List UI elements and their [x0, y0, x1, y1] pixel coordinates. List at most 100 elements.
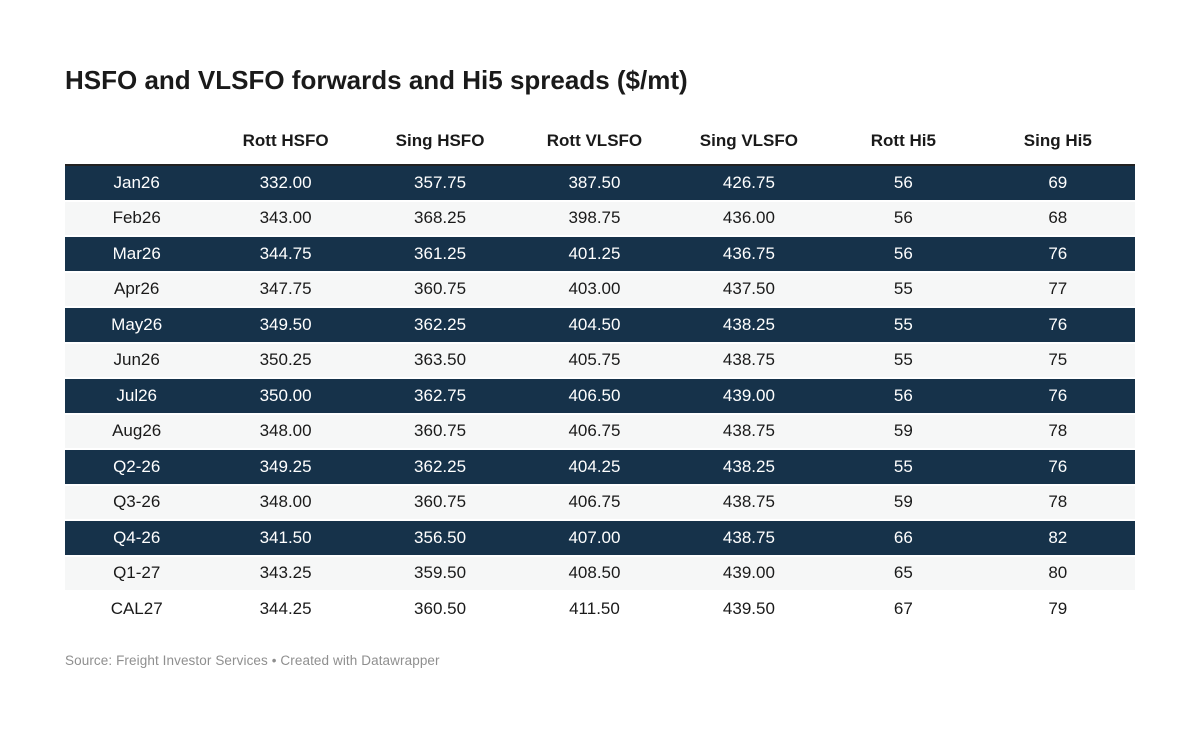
table-cell: 360.75 — [362, 413, 518, 450]
table-cell: 76 — [980, 449, 1135, 486]
row-label-column-header — [65, 118, 209, 166]
table-cell: 343.25 — [208, 555, 363, 592]
table-header-row: Rott HSFO Sing HSFO Rott VLSFO Sing VLSFO Ro… — [65, 118, 1135, 166]
table-cell: 80 — [980, 555, 1135, 592]
table-cell: 55 — [826, 307, 981, 344]
table-cell: 438.75 — [671, 342, 827, 379]
table-cell: 69 — [980, 165, 1135, 202]
row-label: May26 — [65, 307, 209, 344]
table-cell: 67 — [826, 591, 981, 626]
table-cell: 362.75 — [362, 378, 518, 415]
table-cell: 76 — [980, 307, 1135, 344]
column-header: Sing HSFO — [362, 118, 518, 166]
table-cell: 387.50 — [517, 165, 672, 202]
table-cell: 439.00 — [671, 555, 827, 592]
table-cell: 344.25 — [208, 591, 363, 626]
table-cell: 404.25 — [517, 449, 672, 486]
forwards-table: Rott HSFO Sing HSFO Rott VLSFO Sing VLSFO Ro… — [65, 118, 1135, 626]
table-cell: 438.25 — [671, 449, 827, 486]
table-cell: 438.75 — [671, 484, 827, 521]
table-cell: 59 — [826, 484, 981, 521]
table-row: Jun26 350.25 363.50 405.75 438.75 55 75 — [65, 342, 1135, 379]
table-chart-container: HSFO and VLSFO forwards and Hi5 spreads … — [65, 0, 1135, 668]
column-header: Rott VLSFO — [517, 118, 672, 166]
table-cell: 65 — [826, 555, 981, 592]
row-label: CAL27 — [65, 591, 209, 626]
row-label: Aug26 — [65, 413, 209, 450]
table-cell: 78 — [980, 413, 1135, 450]
table-cell: 438.75 — [671, 520, 827, 557]
table-cell: 75 — [980, 342, 1135, 379]
row-label: Q1-27 — [65, 555, 209, 592]
table-cell: 437.50 — [671, 271, 827, 308]
table-row: May26 349.50 362.25 404.50 438.25 55 76 — [65, 307, 1135, 344]
table-cell: 341.50 — [208, 520, 363, 557]
table-cell: 436.75 — [671, 236, 827, 273]
table-cell: 356.50 — [362, 520, 518, 557]
table-cell: 360.50 — [362, 591, 518, 626]
table-cell: 55 — [826, 342, 981, 379]
table-cell: 403.00 — [517, 271, 672, 308]
table-cell: 55 — [826, 271, 981, 308]
table-row: Apr26 347.75 360.75 403.00 437.50 55 77 — [65, 271, 1135, 308]
table-body: Jan26 332.00 357.75 387.50 426.75 56 69 Feb26 34… — [65, 165, 1135, 626]
table-cell: 361.25 — [362, 236, 518, 273]
table-cell: 348.00 — [208, 413, 363, 450]
table-cell: 438.75 — [671, 413, 827, 450]
table-cell: 349.50 — [208, 307, 363, 344]
table-cell: 344.75 — [208, 236, 363, 273]
page-title: HSFO and VLSFO forwards and Hi5 spreads … — [65, 65, 688, 95]
table-cell: 404.50 — [517, 307, 672, 344]
table-cell: 56 — [826, 165, 981, 202]
table-cell: 363.50 — [362, 342, 518, 379]
table-cell: 77 — [980, 271, 1135, 308]
table-cell: 55 — [826, 449, 981, 486]
row-label: Jun26 — [65, 342, 209, 379]
table-cell: 407.00 — [517, 520, 672, 557]
row-label: Jul26 — [65, 378, 209, 415]
table-cell: 350.00 — [208, 378, 363, 415]
table-cell: 362.25 — [362, 449, 518, 486]
table-cell: 357.75 — [362, 165, 518, 202]
table-cell: 405.75 — [517, 342, 672, 379]
table-row: Jul26 350.00 362.75 406.50 439.00 56 76 — [65, 378, 1135, 415]
table-row: Feb26 343.00 368.25 398.75 436.00 56 68 — [65, 200, 1135, 237]
row-label: Jan26 — [65, 165, 209, 202]
row-label: Mar26 — [65, 236, 209, 273]
table-cell: 398.75 — [517, 200, 672, 237]
table-cell: 439.00 — [671, 378, 827, 415]
table-row: Q2-26 349.25 362.25 404.25 438.25 55 76 — [65, 449, 1135, 486]
table-cell: 406.75 — [517, 413, 672, 450]
table-row: Q3-26 348.00 360.75 406.75 438.75 59 78 — [65, 484, 1135, 521]
table-cell: 360.75 — [362, 484, 518, 521]
column-header: Sing VLSFO — [671, 118, 827, 166]
table-cell: 68 — [980, 200, 1135, 237]
table-cell: 426.75 — [671, 165, 827, 202]
table-row: Mar26 344.75 361.25 401.25 436.75 56 76 — [65, 236, 1135, 273]
column-header: Sing Hi5 — [980, 118, 1135, 166]
column-header: Rott HSFO — [208, 118, 363, 166]
row-label: Q4-26 — [65, 520, 209, 557]
table-cell: 360.75 — [362, 271, 518, 308]
table-cell: 350.25 — [208, 342, 363, 379]
table-cell: 56 — [826, 378, 981, 415]
table-cell: 368.25 — [362, 200, 518, 237]
table-cell: 406.50 — [517, 378, 672, 415]
table-cell: 79 — [980, 591, 1135, 626]
table-cell: 348.00 — [208, 484, 363, 521]
table-cell: 76 — [980, 236, 1135, 273]
table-cell: 439.50 — [671, 591, 827, 626]
table-cell: 76 — [980, 378, 1135, 415]
row-label: Q2-26 — [65, 449, 209, 486]
table-cell: 436.00 — [671, 200, 827, 237]
table-cell: 406.75 — [517, 484, 672, 521]
row-label: Q3-26 — [65, 484, 209, 521]
table-row: Q1-27 343.25 359.50 408.50 439.00 65 80 — [65, 555, 1135, 592]
column-header: Rott Hi5 — [826, 118, 981, 166]
table-header: Rott HSFO Sing HSFO Rott VLSFO Sing VLSFO Ro… — [65, 118, 1135, 166]
table-cell: 56 — [826, 200, 981, 237]
table-cell: 349.25 — [208, 449, 363, 486]
table-cell: 59 — [826, 413, 981, 450]
table-row: Q4-26 341.50 356.50 407.00 438.75 66 82 — [65, 520, 1135, 557]
